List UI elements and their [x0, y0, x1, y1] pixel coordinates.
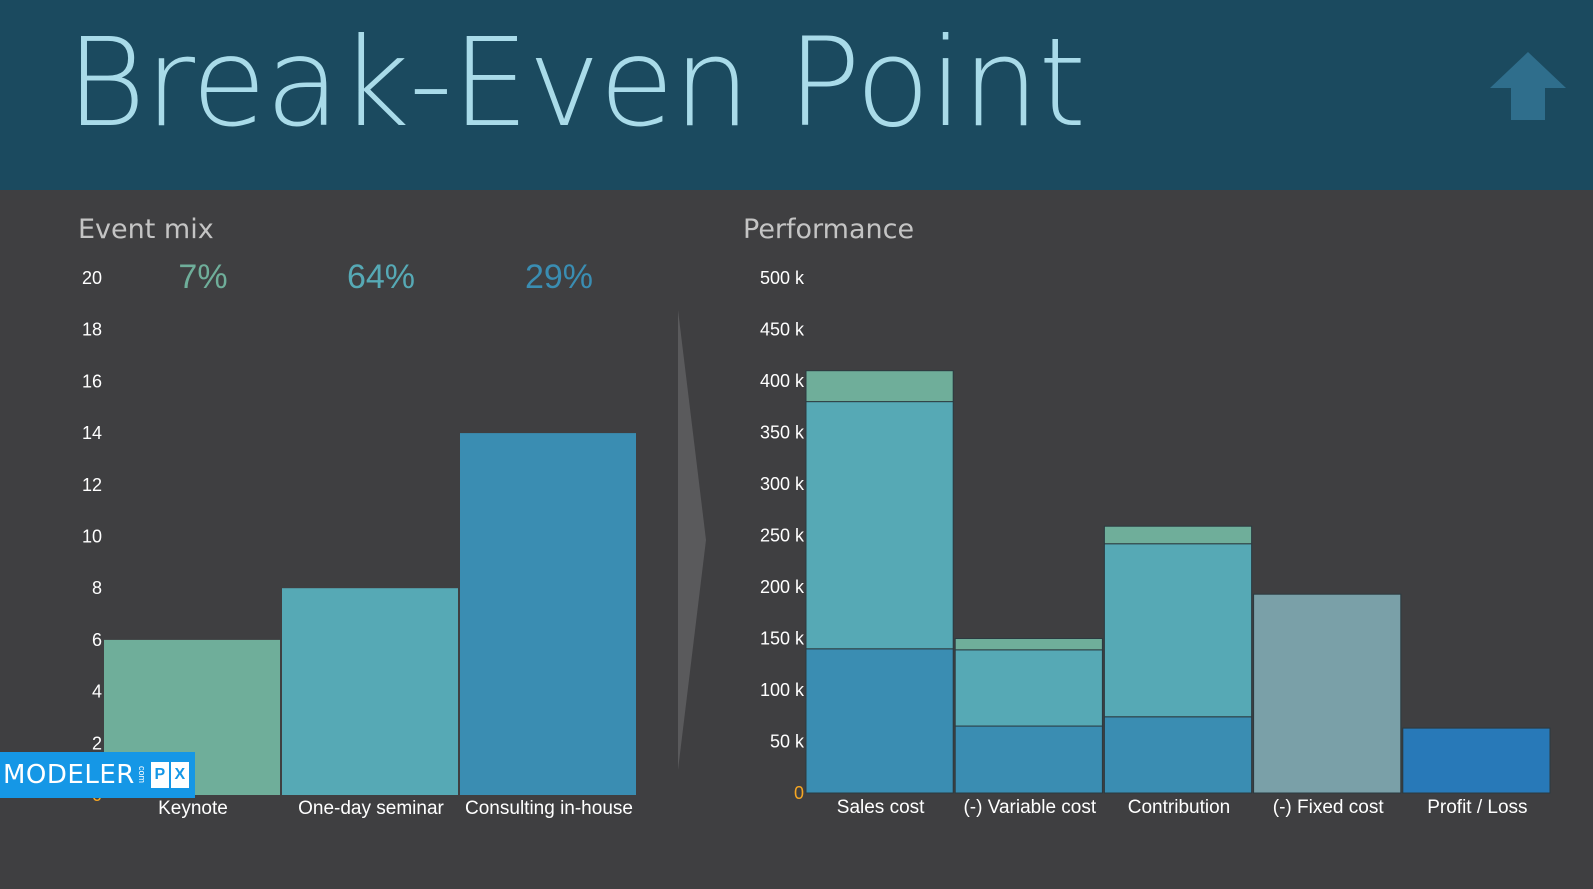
event-mix-y-axis: 02468101214161820 [82, 268, 102, 805]
event-mix-y-tick: 14 [82, 423, 102, 443]
logo-text: MODELER [3, 760, 135, 790]
logo-letter-x: X [170, 762, 189, 788]
performance-bar-segment [1103, 543, 1253, 718]
performance-bar-segment [805, 370, 954, 403]
performance-bar-segment [1253, 593, 1402, 794]
performance-category-label: Sales cost [837, 797, 925, 818]
performance-y-tick: 250 k [760, 526, 805, 546]
event-mix-y-tick: 10 [82, 527, 102, 547]
event-mix-percent-label: 7% [178, 258, 227, 296]
event-mix-y-tick: 6 [92, 630, 102, 650]
performance-bars [805, 370, 1551, 794]
performance-y-tick: 300 k [760, 474, 805, 494]
event-mix-percent-label: 64% [347, 258, 415, 296]
performance-bar-segment [805, 648, 954, 794]
event-mix-bars [104, 433, 636, 795]
performance-y-tick: 150 k [760, 629, 805, 649]
performance-category-label: (-) Fixed cost [1273, 797, 1385, 818]
logo-box: P X [150, 762, 189, 788]
performance-y-tick: 200 k [760, 577, 805, 597]
event-mix-bar [460, 433, 636, 795]
performance-y-tick: 50 k [770, 732, 805, 752]
performance-chart: Performance 0 50 k 100 k 150 k 200 k 250 k 300… [743, 214, 1551, 818]
performance-bar-segment [954, 649, 1103, 727]
event-mix-y-tick: 16 [82, 371, 102, 391]
performance-categories: Sales cost (-) Variable cost Contribution (… [837, 797, 1528, 818]
arrow-up-icon[interactable] [1490, 52, 1566, 124]
logo-letter-p: P [150, 762, 169, 788]
performance-y-tick: 500 k [760, 268, 805, 288]
performance-y-tick: 0 [794, 783, 804, 803]
page-title: Break-Even Point [66, 12, 1086, 154]
modeler-logo: MODELER com P X [0, 752, 195, 798]
event-mix-y-tick: 2 [92, 733, 102, 753]
event-mix-y-tick: 18 [82, 320, 102, 340]
event-mix-y-tick: 4 [92, 682, 102, 702]
performance-bar-segment [954, 725, 1103, 794]
performance-category-label: Contribution [1128, 797, 1230, 818]
performance-y-tick: 450 k [760, 320, 805, 340]
event-mix-percent-labels: 7% 64% 29% [178, 258, 593, 296]
event-mix-chart: Event mix 02468101214161820 7%64%29% Key… [78, 214, 636, 819]
performance-title: Performance [743, 214, 914, 245]
logo-com: com [136, 766, 147, 784]
performance-category-label: (-) Variable cost [963, 797, 1096, 818]
performance-y-tick: 350 k [760, 423, 805, 443]
event-mix-bar [282, 588, 458, 795]
event-mix-category-label: One-day seminar [298, 798, 444, 819]
performance-bar-segment [954, 638, 1103, 651]
performance-category-label: Profit / Loss [1427, 797, 1527, 818]
event-mix-y-tick: 20 [82, 268, 102, 288]
performance-y-axis: 0 50 k 100 k 150 k 200 k 250 k 300 k 350 k 400 k… [760, 268, 805, 803]
event-mix-y-tick: 12 [82, 475, 102, 495]
performance-bar-segment [1103, 525, 1253, 545]
event-mix-title: Event mix [78, 214, 214, 245]
performance-bar-segment [1402, 727, 1551, 794]
performance-y-tick: 400 k [760, 371, 805, 391]
event-mix-percent-label: 29% [525, 258, 593, 296]
performance-bar-segment [805, 401, 954, 650]
charts-area: Event mix 0 2 4 6 8 10 12 14 16 18 20 7% 64% 29% Key… [78, 214, 1551, 819]
performance-y-tick: 100 k [760, 680, 805, 700]
event-mix-category-label: Keynote [158, 798, 228, 819]
header-bar: Break-Even Point [0, 0, 1593, 190]
performance-bar-segment [1103, 716, 1253, 794]
event-mix-category-label: Consulting in-house [465, 798, 633, 819]
separator-arrow-icon [678, 310, 706, 770]
event-mix-categories: Keynote One-day seminar Consulting in-hous… [158, 798, 633, 819]
event-mix-y-tick: 8 [92, 578, 102, 598]
